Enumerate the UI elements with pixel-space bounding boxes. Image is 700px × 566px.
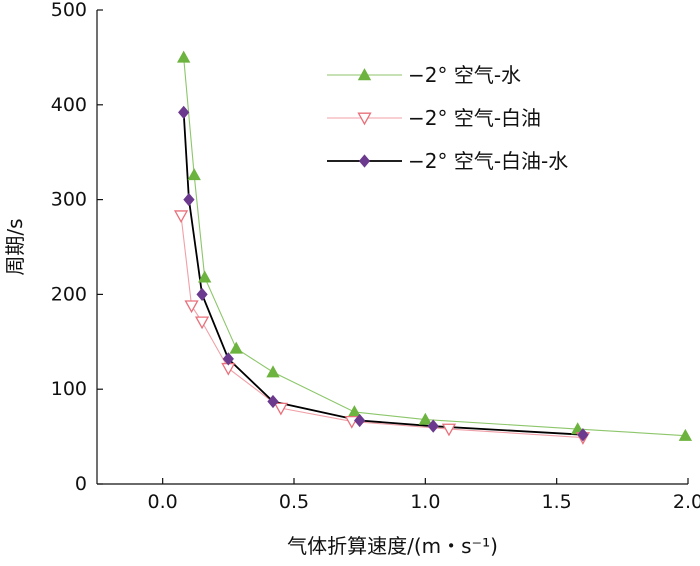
y-tick-label: 100 xyxy=(51,378,87,400)
data-point xyxy=(187,168,201,181)
ticks: 0.0 0.5 1.0 1.5 2.0 0 100 200 300 400 500 xyxy=(51,0,700,513)
data-point xyxy=(418,412,433,425)
data-point xyxy=(273,402,288,416)
data-point xyxy=(267,394,279,409)
x-tick-label: 2.0 xyxy=(673,491,700,513)
data-point xyxy=(177,50,191,63)
data-point xyxy=(173,210,189,224)
legend-label: −2° 空气-白油-水 xyxy=(408,149,568,173)
data-point xyxy=(441,423,457,437)
data-point xyxy=(229,341,243,354)
legend-marker xyxy=(357,112,372,126)
series-markers xyxy=(173,50,693,445)
data-point xyxy=(678,428,693,441)
y-tick-label: 500 xyxy=(51,0,87,21)
series-line xyxy=(182,112,583,436)
data-point xyxy=(178,105,190,120)
y-tick-label: 300 xyxy=(51,189,87,211)
data-point xyxy=(194,316,210,330)
series-line xyxy=(180,215,583,439)
data-point xyxy=(222,352,234,366)
x-tick-label: 1.0 xyxy=(410,491,440,513)
legend-label: −2° 空气-水 xyxy=(408,63,521,87)
y-axis-title: 周期/s xyxy=(3,218,27,275)
legend: −2° 空气-水 −2° 空气-白油 −2° 空气-白油-水 xyxy=(327,63,568,173)
legend-marker xyxy=(357,68,372,81)
data-point xyxy=(427,419,439,433)
data-point xyxy=(266,365,280,378)
y-tick-label: 200 xyxy=(51,283,87,305)
data-point xyxy=(198,270,212,283)
data-point xyxy=(183,192,195,207)
data-point xyxy=(577,428,589,442)
y-tick-label: 0 xyxy=(75,473,87,495)
axes xyxy=(96,10,688,485)
x-tick-label: 1.5 xyxy=(542,491,572,513)
legend-label: −2° 空气-白油 xyxy=(408,106,541,130)
legend-marker xyxy=(358,154,371,168)
data-point xyxy=(344,415,359,429)
data-point xyxy=(184,300,199,314)
x-tick-label: 0.0 xyxy=(148,491,178,513)
data-point xyxy=(354,413,366,428)
y-tick-label: 400 xyxy=(51,94,87,116)
data-point xyxy=(196,287,208,302)
x-tick-label: 0.5 xyxy=(279,491,309,513)
x-axis-title: 气体折算速度/(m・s⁻¹) xyxy=(287,534,498,558)
